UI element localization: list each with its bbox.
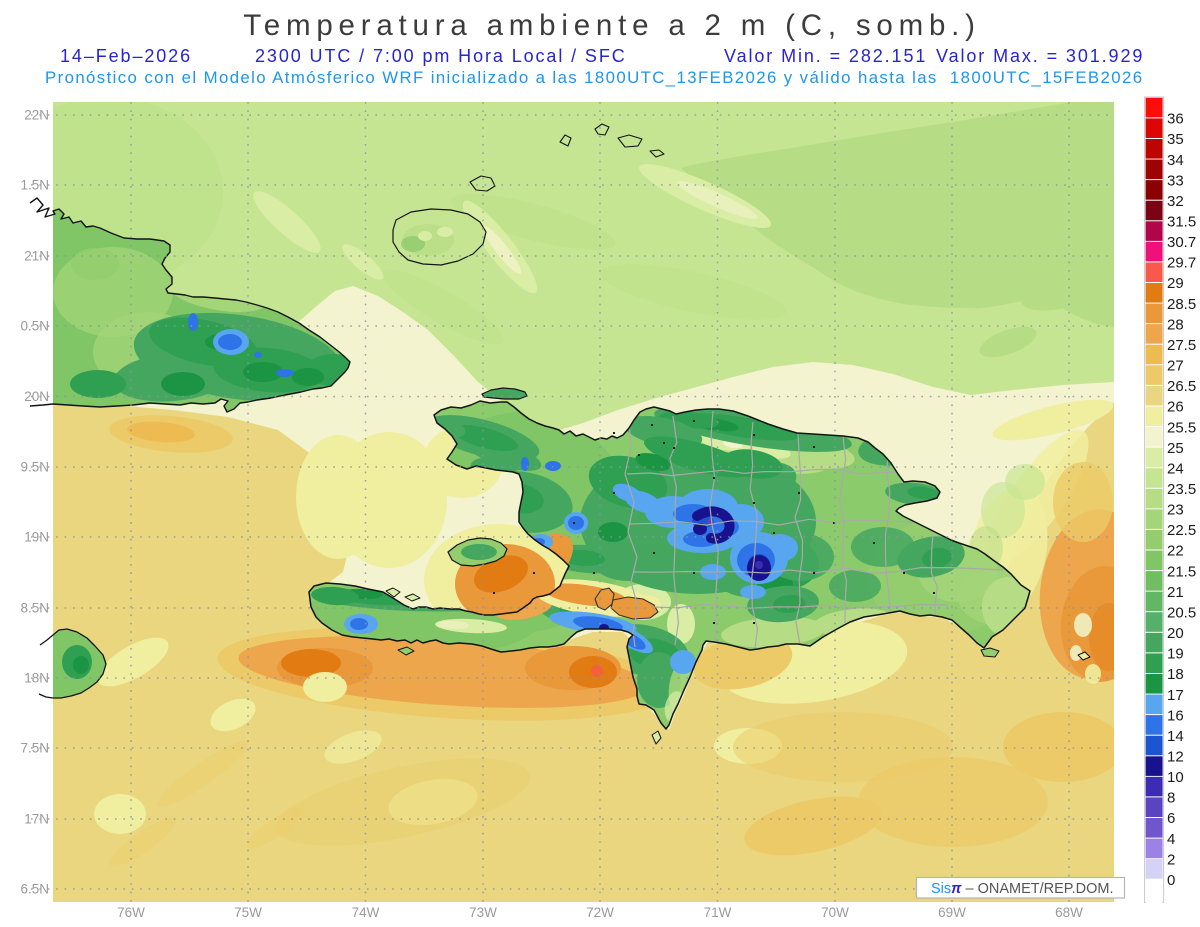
svg-text:76W: 76W	[117, 905, 145, 920]
svg-text:8.5N: 8.5N	[20, 601, 49, 616]
svg-text:6.5N: 6.5N	[20, 882, 49, 897]
svg-text:0.5N: 0.5N	[20, 319, 49, 334]
svg-text:17N: 17N	[24, 812, 49, 827]
svg-text:24: 24	[1167, 460, 1184, 477]
svg-text:21.5: 21.5	[1167, 563, 1196, 580]
svg-text:Sisπ – ONAMET/REP.DOM.: Sisπ – ONAMET/REP.DOM.	[931, 881, 1114, 897]
svg-text:26: 26	[1167, 399, 1184, 416]
svg-text:14: 14	[1167, 728, 1184, 745]
svg-text:23.5: 23.5	[1167, 481, 1196, 498]
svg-text:75W: 75W	[234, 905, 262, 920]
svg-text:18N: 18N	[24, 671, 49, 686]
svg-text:12: 12	[1167, 749, 1184, 766]
svg-text:69W: 69W	[938, 905, 966, 920]
svg-text:28: 28	[1167, 316, 1184, 333]
svg-text:Temperatura ambiente a 2 m (C,: Temperatura ambiente a 2 m (C, somb.)	[243, 9, 981, 42]
svg-text:70W: 70W	[821, 905, 849, 920]
svg-text:31.5: 31.5	[1167, 214, 1196, 231]
svg-text:20N: 20N	[24, 389, 49, 404]
svg-text:16: 16	[1167, 707, 1184, 724]
svg-text:71W: 71W	[704, 905, 732, 920]
svg-text:30.7: 30.7	[1167, 234, 1196, 251]
svg-text:22: 22	[1167, 543, 1184, 560]
svg-text:73W: 73W	[469, 905, 497, 920]
svg-text:27.5: 27.5	[1167, 337, 1196, 354]
svg-text:29.7: 29.7	[1167, 255, 1196, 272]
svg-text:23: 23	[1167, 502, 1184, 519]
svg-text:68W: 68W	[1055, 905, 1083, 920]
svg-text:10: 10	[1167, 769, 1184, 786]
svg-text:34: 34	[1167, 152, 1184, 169]
svg-text:21N: 21N	[24, 249, 49, 264]
svg-text:6: 6	[1167, 810, 1175, 827]
svg-text:0: 0	[1167, 872, 1175, 889]
svg-text:35: 35	[1167, 131, 1184, 148]
svg-text:9.5N: 9.5N	[20, 460, 49, 475]
svg-text:22N: 22N	[24, 108, 49, 123]
svg-text:25: 25	[1167, 440, 1184, 457]
svg-text:Pronóstico con el Modelo Atmós: Pronóstico con el Modelo Atmósferico WRF…	[45, 68, 1143, 87]
svg-text:74W: 74W	[352, 905, 380, 920]
svg-text:1.5N: 1.5N	[20, 178, 49, 193]
svg-text:20: 20	[1167, 625, 1184, 642]
svg-text:36: 36	[1167, 111, 1184, 128]
svg-text:33: 33	[1167, 172, 1184, 189]
svg-text:21: 21	[1167, 584, 1184, 601]
svg-text:20.5: 20.5	[1167, 604, 1196, 621]
svg-text:17: 17	[1167, 687, 1184, 704]
svg-text:72W: 72W	[586, 905, 614, 920]
svg-text:29: 29	[1167, 275, 1184, 292]
svg-text:4: 4	[1167, 831, 1175, 848]
svg-text:26.5: 26.5	[1167, 378, 1196, 395]
svg-text:19N: 19N	[24, 530, 49, 545]
svg-text:22.5: 22.5	[1167, 522, 1196, 539]
svg-text:27: 27	[1167, 358, 1184, 375]
svg-text:18: 18	[1167, 666, 1184, 683]
svg-text:8: 8	[1167, 790, 1175, 807]
svg-text:2: 2	[1167, 851, 1175, 868]
svg-text:32: 32	[1167, 193, 1184, 210]
svg-text:25.5: 25.5	[1167, 419, 1196, 436]
svg-text:7.5N: 7.5N	[20, 741, 49, 756]
svg-text:28.5: 28.5	[1167, 296, 1196, 313]
svg-text:19: 19	[1167, 646, 1184, 663]
